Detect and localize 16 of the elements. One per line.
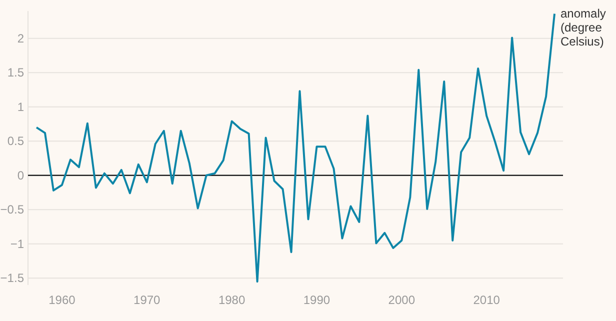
y-tick-label: 1.5 [7,66,24,80]
x-tick-label: 1960 [48,293,76,307]
x-tick-label: 1990 [303,293,330,307]
y-tick-label: 0.5 [7,134,24,148]
y-tick-label: −0.5 [0,202,24,217]
x-tick-label: 1980 [218,293,246,307]
x-tick-label: 1970 [134,293,161,307]
y-tick-label: 0 [17,168,24,182]
x-tick-label: 2010 [473,293,500,307]
series-label: anomaly (degree Celsius) [560,6,606,49]
y-tick-label: −1 [10,236,24,251]
y-tick-label: 2 [17,31,24,46]
y-tick-label: 1 [17,100,24,114]
line-series [35,12,556,283]
x-tick-label: 2000 [388,293,416,307]
y-tick-label: −1.5 [0,271,24,286]
